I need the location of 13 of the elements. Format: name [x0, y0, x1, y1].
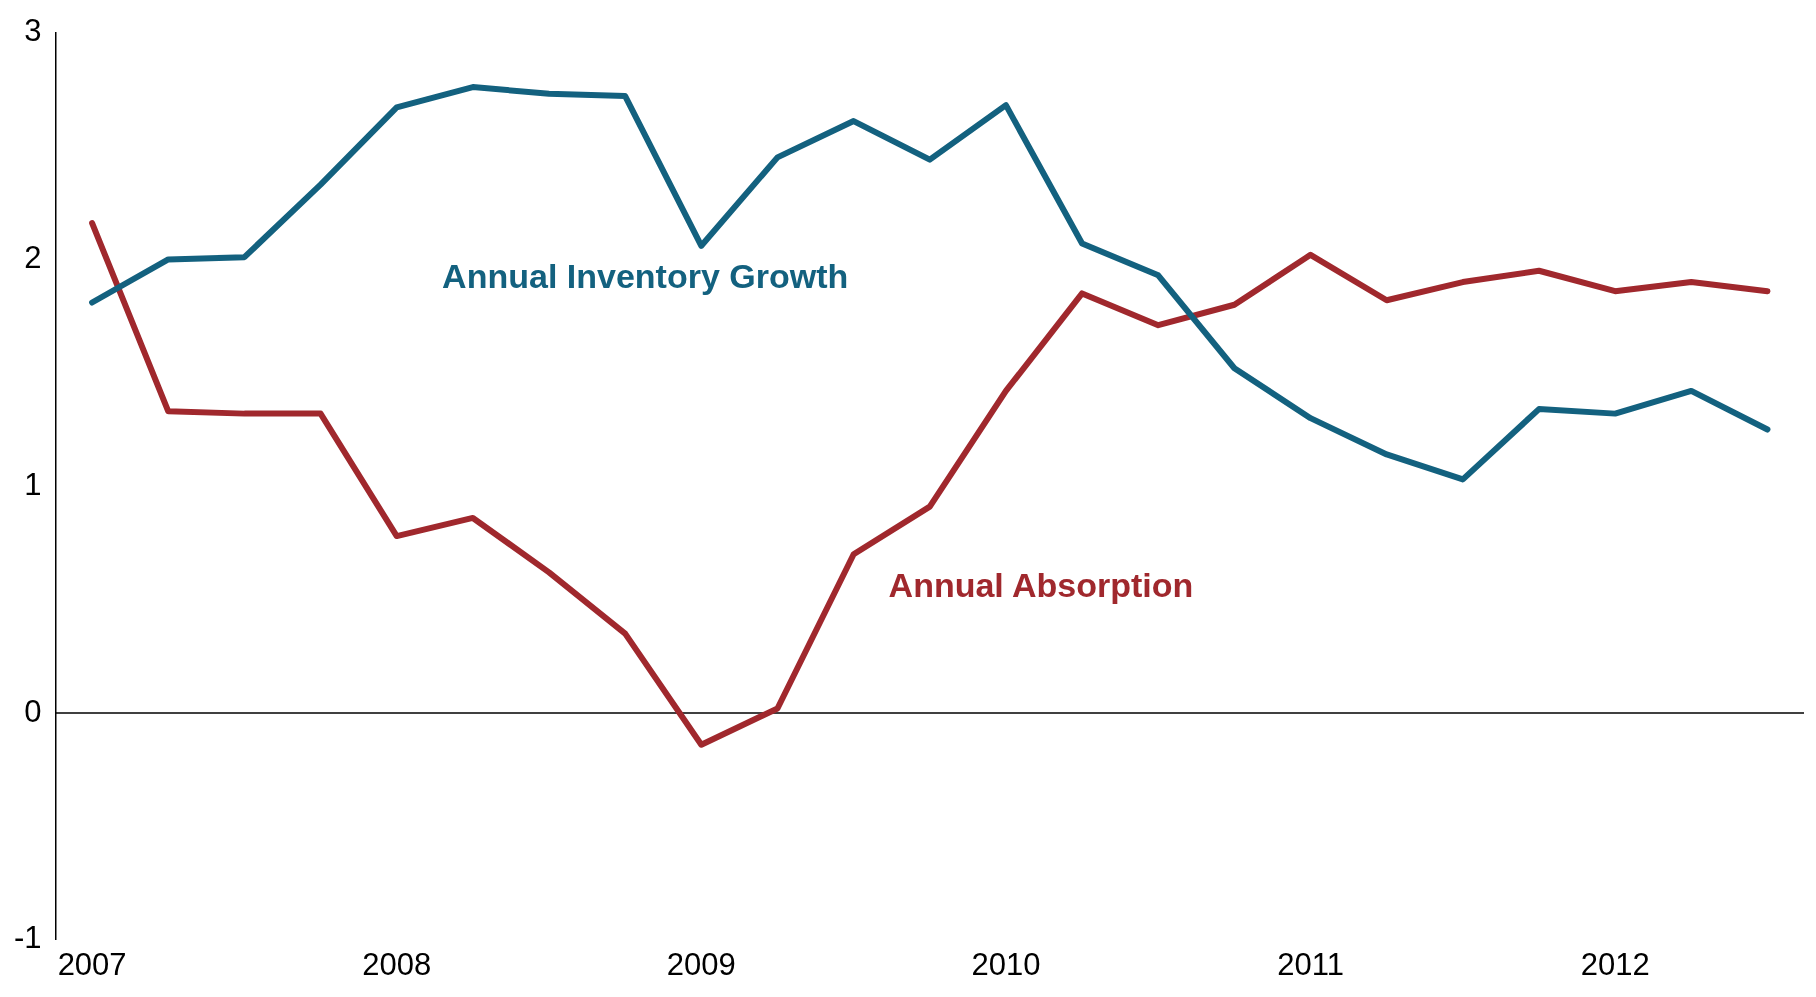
y-tick-label: 0: [24, 693, 42, 729]
x-tick-label: 2012: [1580, 946, 1650, 982]
y-tick-label: 3: [24, 13, 42, 49]
y-tick-label: 1: [24, 466, 42, 502]
x-tick-label: 2011: [1277, 946, 1344, 982]
x-tick-label: 2010: [971, 946, 1041, 982]
y-tick-label: 2: [24, 239, 42, 275]
y-tick-label: -1: [13, 920, 42, 956]
x-tick-label: 2008: [362, 946, 432, 982]
x-tick-label: 2009: [666, 946, 736, 982]
series-label: Annual Inventory Growth: [442, 257, 849, 296]
x-tick-label: 2007: [57, 946, 127, 982]
series-label: Annual Absorption: [888, 566, 1194, 605]
